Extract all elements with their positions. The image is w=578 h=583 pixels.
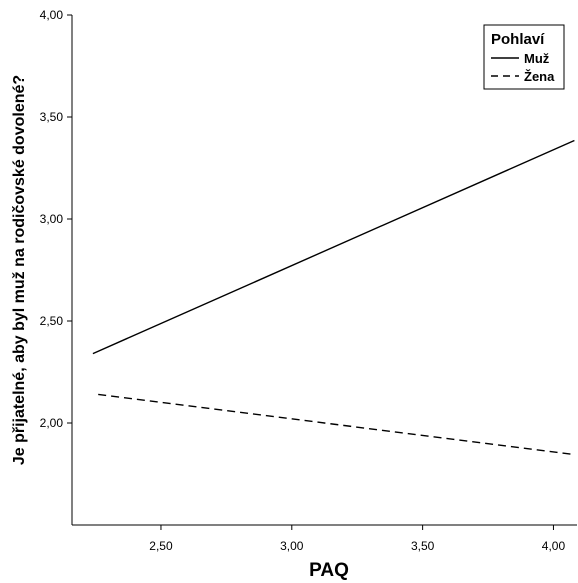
legend-title: Pohlaví — [491, 31, 545, 48]
y-axis-title: Je přijatelné, aby byl muž na rodičovské… — [11, 75, 28, 465]
series-line-zena — [98, 393, 575, 456]
series-lines — [92, 139, 575, 456]
legend-label-zena: Žena — [524, 69, 555, 84]
legend-box — [483, 24, 565, 90]
y-tick-label: 3,00 — [40, 212, 64, 226]
legend-label-muz: Muž — [524, 51, 550, 66]
plot-frame — [71, 15, 577, 526]
y-tick-label: 4,00 — [40, 8, 64, 22]
x-axis-title: PAQ — [309, 560, 349, 581]
y-tick-label: 2,50 — [40, 314, 64, 328]
x-tick-label: 4,00 — [542, 539, 566, 553]
x-tick-label: 3,50 — [411, 539, 435, 553]
x-tick-label: 3,00 — [280, 539, 304, 553]
ticks: 2,00 2,50 3,00 3,50 4,00 2,50 3,00 3,50 4,00 — [40, 8, 566, 553]
y-tick-label: 2,00 — [40, 416, 64, 430]
y-tick-label: 3,50 — [40, 110, 64, 124]
legend: Pohlaví Muž Žena — [483, 24, 565, 90]
x-tick-label: 2,50 — [149, 539, 173, 553]
series-line-muz — [92, 139, 575, 355]
